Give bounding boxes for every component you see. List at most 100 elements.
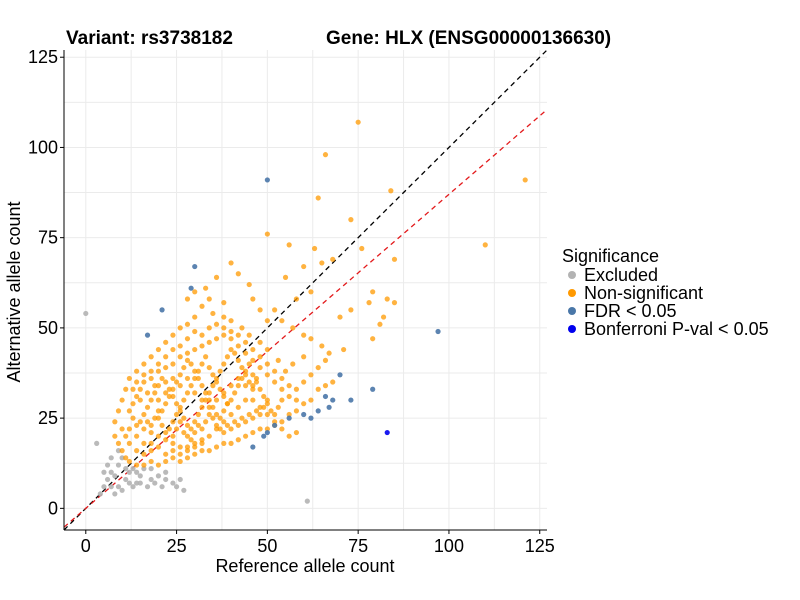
- data-point: [242, 372, 249, 378]
- data-point: [282, 368, 289, 374]
- data-point: [115, 448, 122, 454]
- data-point: [308, 336, 314, 342]
- data-point: [163, 451, 169, 457]
- data-point: [170, 419, 176, 425]
- data-point: [188, 361, 194, 367]
- data-point: [170, 440, 176, 446]
- data-point: [272, 307, 278, 313]
- data-point: [144, 484, 151, 490]
- data-point: [341, 346, 347, 353]
- data-point: [257, 354, 263, 360]
- data-point: [170, 361, 176, 367]
- data-point: [199, 332, 205, 338]
- data-point: [199, 303, 205, 309]
- data-point: [134, 448, 140, 454]
- data-point: [192, 451, 198, 457]
- data-point: [148, 397, 154, 403]
- data-point: [370, 289, 376, 295]
- data-point: [206, 404, 212, 410]
- data-point: [250, 296, 256, 302]
- data-point: [148, 429, 154, 436]
- data-point: [192, 444, 198, 450]
- data-point: [250, 444, 256, 450]
- data-point: [173, 401, 180, 407]
- data-point: [144, 390, 151, 396]
- y-tick-label: 25: [38, 408, 58, 428]
- data-point: [311, 245, 318, 252]
- data-point: [239, 364, 245, 371]
- data-point: [293, 386, 300, 392]
- data-point: [235, 332, 241, 338]
- data-point: [253, 379, 260, 385]
- data-point: [261, 393, 267, 400]
- data-point: [293, 408, 300, 414]
- legend-key: [568, 307, 576, 315]
- data-point: [319, 260, 325, 266]
- data-point: [155, 462, 162, 468]
- y-tick-label: 50: [38, 318, 58, 338]
- data-point: [123, 433, 129, 439]
- data-point: [246, 281, 252, 288]
- data-point: [159, 422, 165, 428]
- data-point: [224, 422, 231, 428]
- data-point: [217, 426, 223, 432]
- data-point: [141, 379, 147, 385]
- data-point: [184, 336, 191, 342]
- data-point: [279, 419, 285, 425]
- data-point: [282, 274, 289, 280]
- data-point: [199, 440, 205, 446]
- data-point: [242, 433, 249, 439]
- data-point: [119, 397, 125, 403]
- data-point: [301, 379, 307, 385]
- data-point: [199, 426, 205, 432]
- data-point: [123, 386, 129, 392]
- data-point: [235, 404, 241, 410]
- data-point: [304, 498, 310, 504]
- data-point: [359, 245, 365, 252]
- reference-line-fit: [63, 109, 548, 528]
- data-point: [228, 318, 234, 324]
- data-point: [232, 419, 238, 425]
- data-point: [119, 448, 125, 454]
- data-point: [315, 408, 321, 414]
- data-point: [177, 404, 183, 410]
- series-bonferroni-p-val-0-05: [384, 429, 390, 436]
- data-point: [221, 390, 227, 396]
- data-point: [203, 390, 209, 396]
- data-point: [115, 462, 122, 468]
- data-point: [126, 480, 132, 486]
- data-point: [250, 357, 256, 363]
- data-point: [155, 361, 162, 367]
- data-point: [290, 325, 296, 331]
- data-point: [148, 422, 154, 428]
- data-point: [123, 466, 129, 472]
- data-point: [239, 375, 245, 382]
- data-point: [199, 404, 205, 410]
- data-point: [173, 484, 180, 490]
- data-point: [391, 256, 398, 262]
- x-tick-label: 100: [434, 536, 464, 556]
- data-point: [126, 458, 132, 465]
- data-point: [134, 480, 140, 486]
- data-point: [163, 476, 169, 483]
- data-point: [199, 361, 205, 367]
- data-point: [206, 390, 212, 396]
- legend-label: Non-significant: [584, 283, 703, 303]
- y-tick-label: 0: [48, 498, 58, 518]
- y-tick-label: 125: [28, 47, 58, 67]
- data-point: [192, 429, 198, 436]
- data-point: [192, 263, 198, 270]
- data-point: [101, 469, 107, 475]
- data-point: [235, 357, 241, 363]
- data-point: [177, 458, 183, 465]
- data-point: [108, 455, 114, 461]
- data-point: [264, 346, 270, 353]
- data-point: [134, 379, 140, 385]
- data-point: [522, 177, 528, 183]
- data-point: [482, 242, 488, 248]
- data-point: [279, 397, 285, 403]
- data-point: [228, 411, 234, 418]
- data-point: [337, 314, 343, 320]
- data-point: [301, 354, 307, 360]
- data-point: [272, 379, 278, 385]
